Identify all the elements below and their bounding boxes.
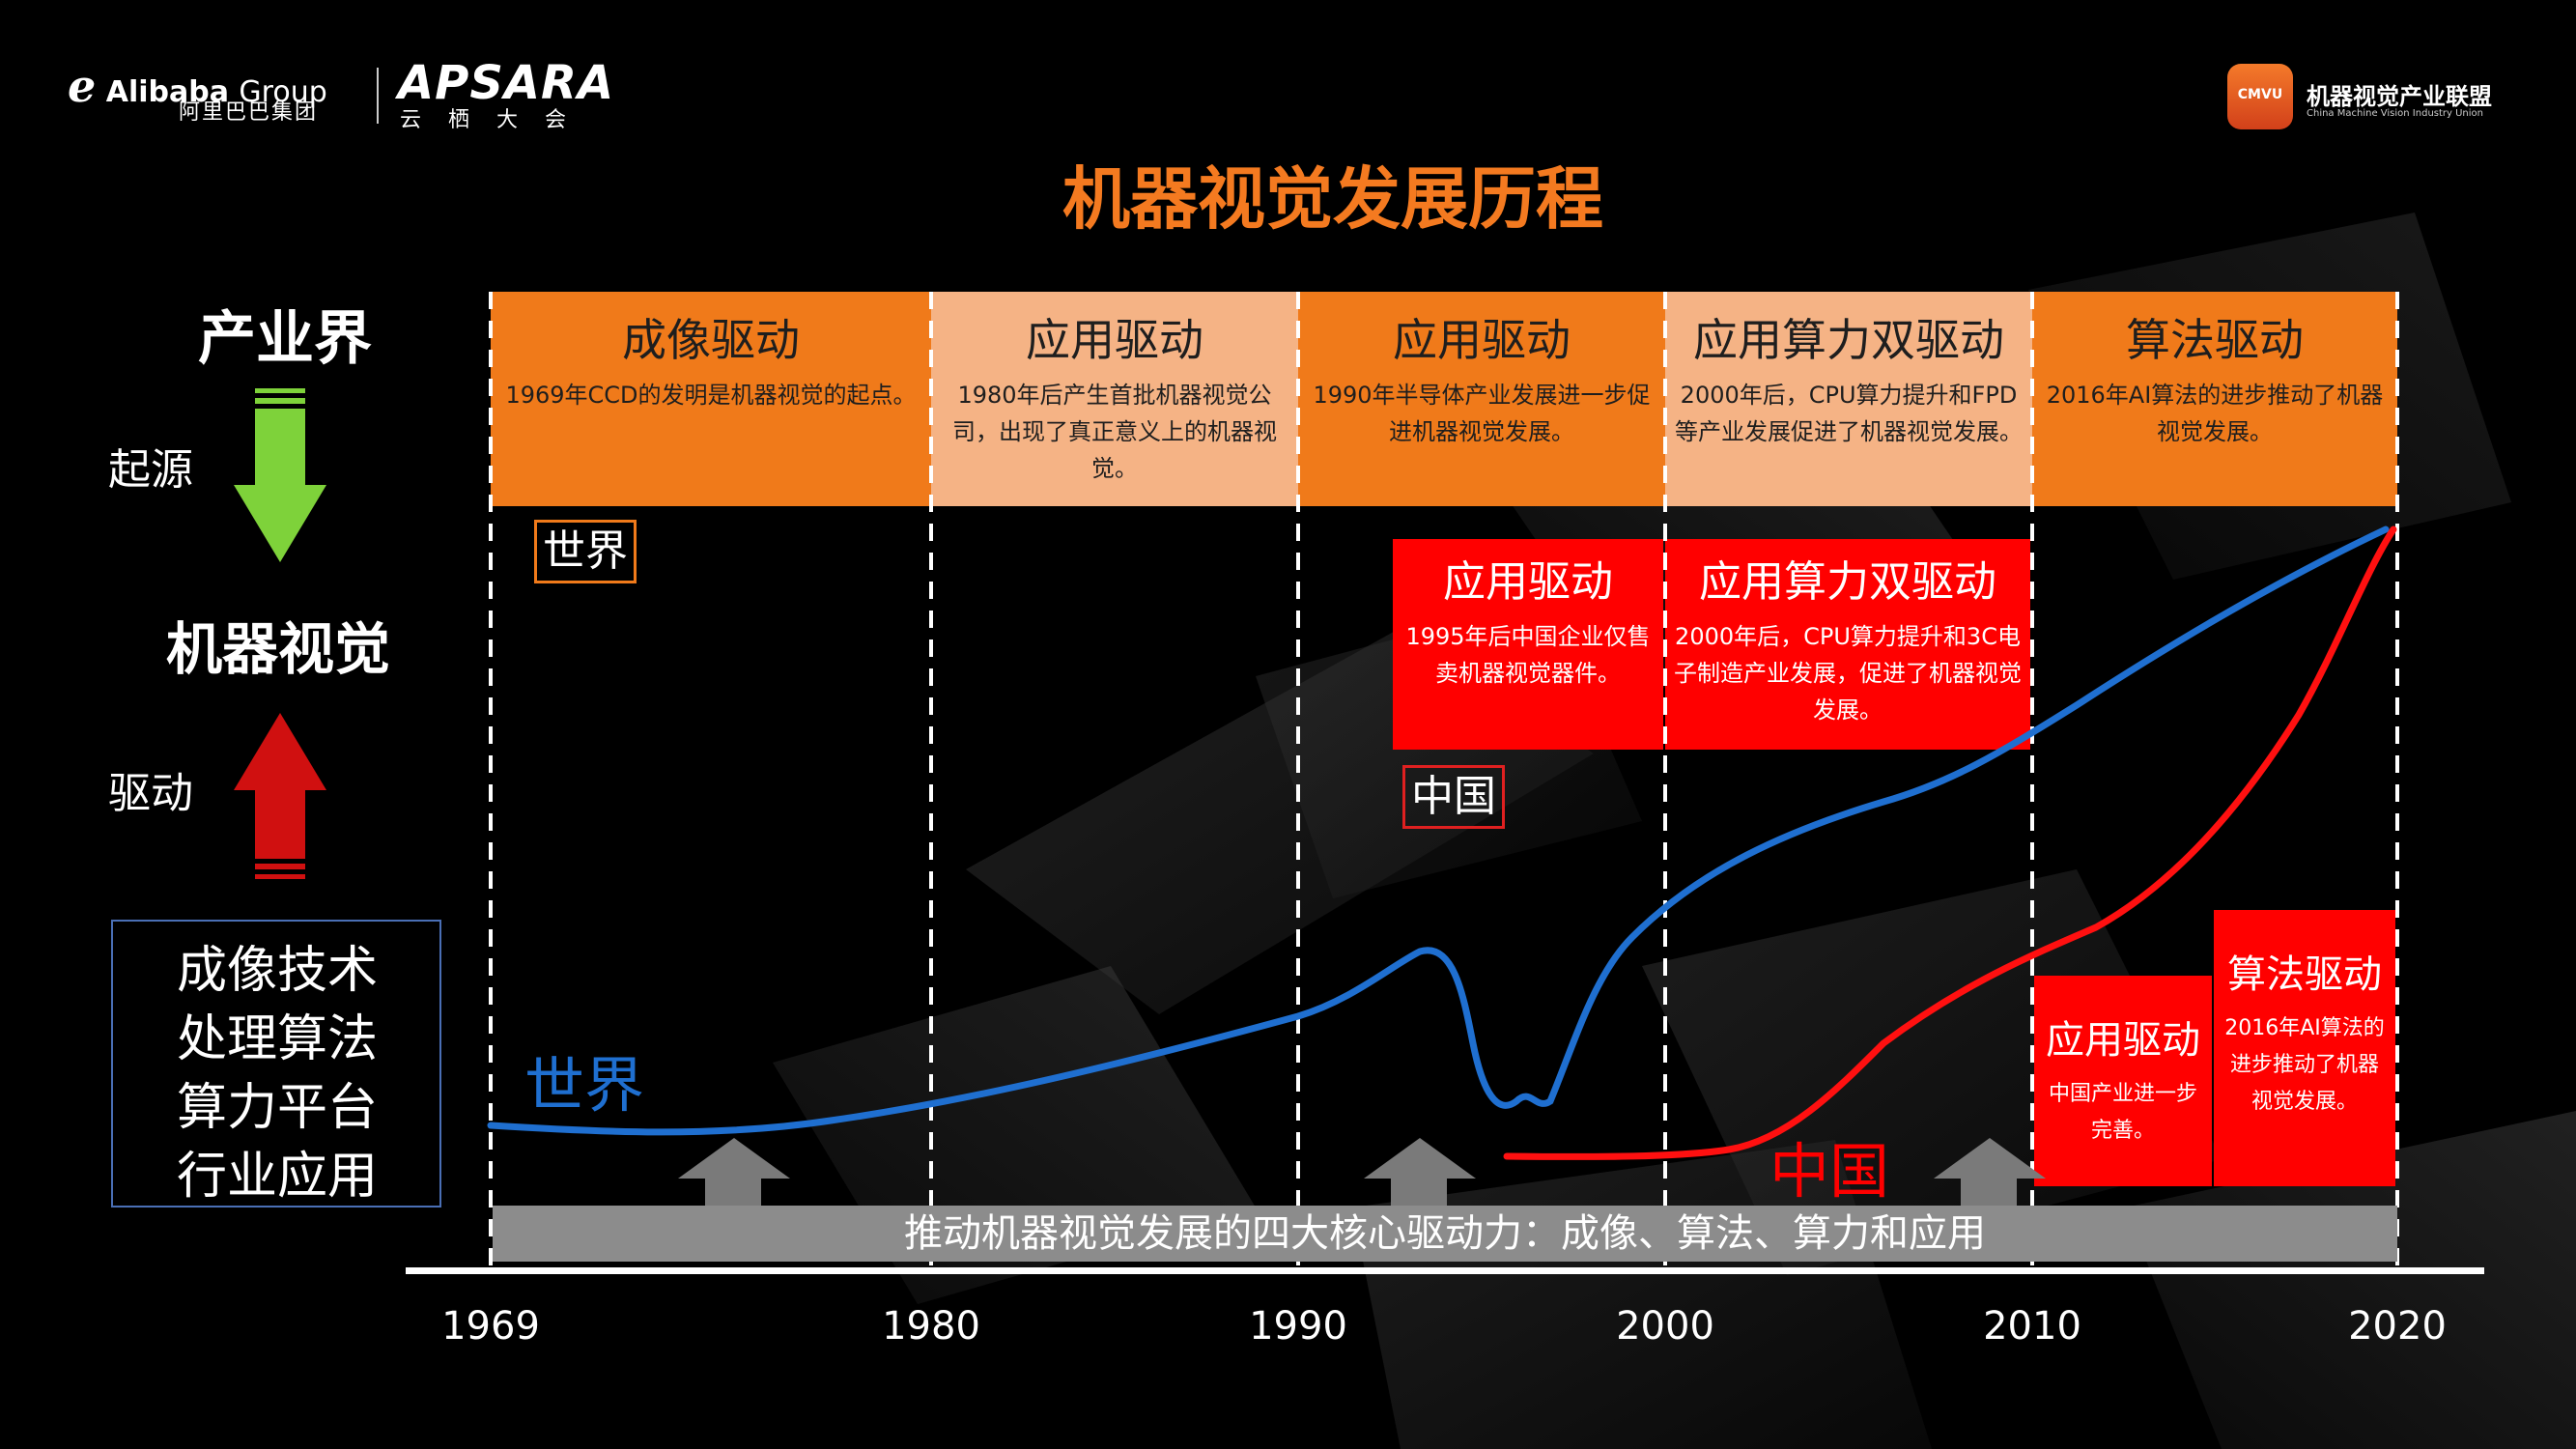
china-phase-2: 应用算力双驱动 2000年后，CPU算力提升和3C电子制造产业发展，促进了机器视… bbox=[1665, 539, 2030, 750]
year-label: 1990 bbox=[1249, 1304, 1347, 1349]
world-curve bbox=[487, 526, 2390, 1136]
core-tech-box: 成像技术 处理算法 算力平台 行业应用 bbox=[111, 920, 441, 1208]
cmvu-en-name: China Machine Vision Industry Union bbox=[2307, 108, 2484, 119]
china-curve-label: 中国 bbox=[1769, 1136, 1890, 1207]
alibaba-name: Alibaba bbox=[105, 75, 229, 109]
tech-item: 算力平台 bbox=[176, 1079, 378, 1137]
drive-label: 驱动 bbox=[108, 769, 193, 818]
page-title: 机器视觉发展历程 bbox=[1062, 159, 1603, 239]
phase-desc: 中国产业进一步完善。 bbox=[2048, 1082, 2197, 1143]
alibaba-logo: ℯ Alibaba Group bbox=[68, 60, 327, 112]
timeline-axis bbox=[406, 1267, 2484, 1274]
red-up-arrow-icon bbox=[234, 713, 326, 879]
china-phase-4: 算法驱动 2016年AI算法的进步推动了机器视觉发展。 bbox=[2214, 910, 2395, 1186]
phase-title: 算法驱动 bbox=[2126, 314, 2304, 366]
china-phase-3: 应用驱动 中国产业进一步完善。 bbox=[2034, 976, 2212, 1186]
year-label: 2010 bbox=[1983, 1304, 2081, 1349]
world-phase-4: 应用算力双驱动 2000年后，CPU算力提升和FPD等产业发展促进了机器视觉发展… bbox=[1665, 292, 2032, 506]
cmvu-name: 机器视觉产业联盟 bbox=[2307, 83, 2492, 110]
alibaba-logo-glyph: ℯ bbox=[68, 60, 97, 112]
tech-item: 成像技术 bbox=[176, 942, 378, 1000]
phase-title: 应用驱动 bbox=[2046, 1018, 2200, 1063]
world-phase-5: 算法驱动 2016年AI算法的进步推动了机器视觉发展。 bbox=[2032, 292, 2397, 506]
alibaba-group: Group bbox=[239, 75, 327, 109]
core-drivers-text: 推动机器视觉发展的四大核心驱动力：成像、算法、算力和应用 bbox=[904, 1211, 1986, 1256]
phase-desc: 2000年后，CPU算力提升和FPD等产业发展促进了机器视觉发展。 bbox=[1675, 382, 2023, 445]
year-label: 2020 bbox=[2348, 1304, 2447, 1349]
core-drivers-band bbox=[493, 1206, 2397, 1262]
phase-title: 应用驱动 bbox=[1443, 557, 1613, 607]
phase-title: 成像驱动 bbox=[622, 314, 800, 366]
apsara-logo: APSARA bbox=[398, 56, 615, 110]
alibaba-cn-name: 阿里巴巴集团 bbox=[179, 100, 319, 125]
world-tag: 世界 bbox=[534, 520, 637, 583]
green-down-arrow-icon bbox=[234, 388, 326, 562]
phase-title: 应用算力双驱动 bbox=[1693, 314, 2004, 366]
world-phase-2: 应用驱动 1980年后产生首批机器视觉公司，出现了真正意义上的机器视觉。 bbox=[931, 292, 1298, 506]
world-phase-3: 应用驱动 1990年半导体产业发展进一步促进机器视觉发展。 bbox=[1298, 292, 1665, 506]
phase-title: 算法驱动 bbox=[2227, 952, 2382, 997]
phase-desc: 2016年AI算法的进步推动了机器视觉发展。 bbox=[2224, 1016, 2385, 1114]
origin-label: 起源 bbox=[108, 445, 193, 495]
cmvu-logo-icon: CMVU bbox=[2227, 64, 2293, 129]
phase-title: 应用驱动 bbox=[1393, 314, 1571, 366]
gray-up-arrow-icon bbox=[1364, 1138, 1476, 1179]
world-phase-1: 成像驱动 1969年CCD的发明是机器视觉的起点。 bbox=[491, 292, 931, 506]
gray-up-arrow-icon bbox=[678, 1138, 790, 1179]
phase-desc: 1990年半导体产业发展进一步促进机器视觉发展。 bbox=[1313, 382, 1651, 445]
china-phase-1: 应用驱动 1995年后中国企业仅售卖机器视觉器件。 bbox=[1393, 539, 1663, 750]
phase-desc: 2016年AI算法的进步推动了机器视觉发展。 bbox=[2046, 382, 2384, 445]
year-label: 1969 bbox=[441, 1304, 540, 1349]
gray-up-arrow-icon bbox=[1934, 1138, 2046, 1179]
phase-title: 应用算力双驱动 bbox=[1699, 557, 1996, 607]
world-curve-label: 世界 bbox=[524, 1050, 645, 1121]
tech-item: 行业应用 bbox=[176, 1148, 378, 1206]
machine-vision-label: 机器视觉 bbox=[166, 616, 391, 682]
phase-desc: 1995年后中国企业仅售卖机器视觉器件。 bbox=[1405, 623, 1651, 687]
apsara-cn-name: 云栖大会 bbox=[400, 108, 594, 132]
china-curve bbox=[1503, 526, 2397, 1160]
year-label: 2000 bbox=[1616, 1304, 1714, 1349]
phase-title: 应用驱动 bbox=[1026, 314, 1203, 366]
year-label: 1980 bbox=[882, 1304, 980, 1349]
period-dividers bbox=[489, 292, 2399, 1267]
cmvu-abbr: CMVU bbox=[2237, 87, 2283, 102]
phase-desc: 2000年后，CPU算力提升和3C电子制造产业发展，促进了机器视觉发展。 bbox=[1674, 623, 2022, 724]
industry-label: 产业界 bbox=[198, 305, 372, 373]
tech-item: 处理算法 bbox=[176, 1010, 378, 1068]
logo-divider bbox=[377, 68, 379, 124]
phase-desc: 1980年后产生首批机器视觉公司，出现了真正意义上的机器视觉。 bbox=[952, 382, 1277, 482]
china-tag: 中国 bbox=[1402, 765, 1505, 829]
phase-desc: 1969年CCD的发明是机器视觉的起点。 bbox=[505, 382, 917, 409]
